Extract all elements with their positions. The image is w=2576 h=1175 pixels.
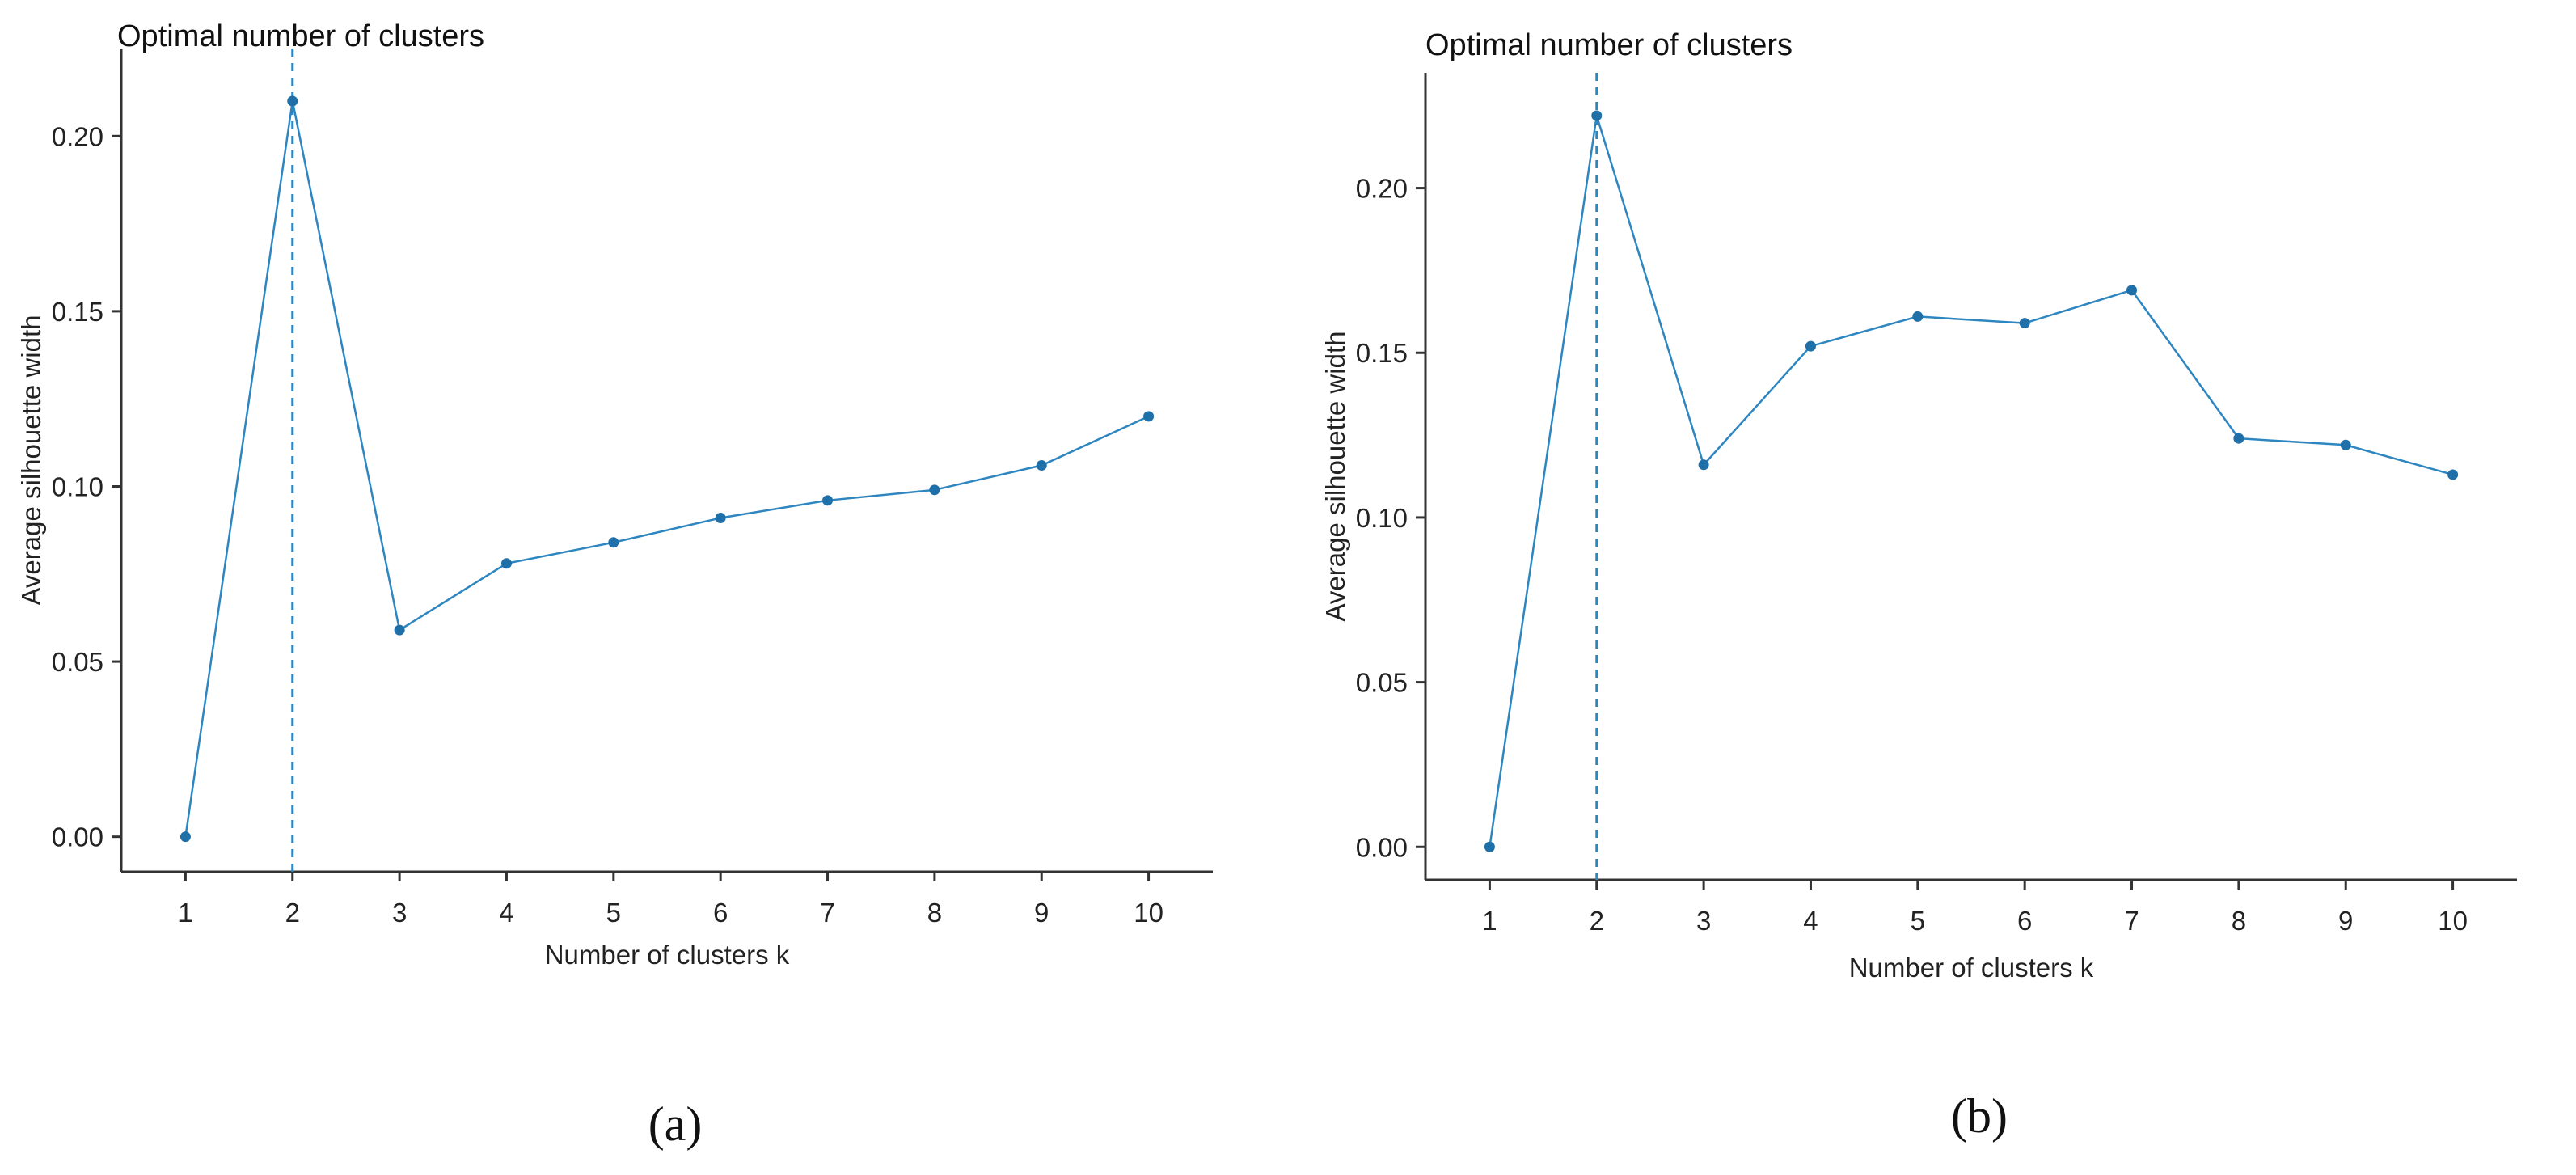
data-point: [394, 624, 405, 636]
x-tick-label: 9: [1034, 898, 1049, 928]
x-tick-label: 8: [2232, 906, 2246, 936]
y-tick-label: 0.05: [1356, 668, 1408, 698]
y-tick-label: 0.20: [1356, 174, 1408, 204]
data-point: [1912, 311, 1924, 322]
x-tick-label: 3: [392, 898, 407, 928]
chart-title: Optimal number of clusters: [117, 19, 484, 53]
x-tick-label: 8: [927, 898, 942, 928]
x-axis-label: Number of clusters k: [545, 940, 790, 970]
data-point: [715, 512, 726, 523]
y-axis-label: Average silhouette width: [16, 315, 46, 606]
data-point: [822, 495, 834, 506]
x-tick-label: 10: [1134, 898, 1163, 928]
y-tick-label: 0.00: [52, 822, 103, 852]
data-point: [929, 484, 940, 496]
data-point: [1143, 411, 1155, 422]
series-line: [1489, 115, 2453, 847]
x-tick-label: 2: [1590, 906, 1604, 936]
data-point: [2340, 439, 2351, 450]
x-tick-label: 3: [1696, 906, 1711, 936]
series-line: [184, 100, 1150, 837]
x-tick-label: 6: [2017, 906, 2032, 936]
x-tick-label: 9: [2338, 906, 2353, 936]
data-point: [2126, 285, 2138, 296]
y-tick-label: 0.10: [1356, 503, 1408, 533]
y-tick-label: 0.15: [1356, 338, 1408, 368]
panel-caption: (b): [1951, 1089, 2008, 1143]
x-tick-label: 4: [499, 898, 513, 928]
y-tick-label: 0.20: [52, 121, 103, 151]
data-point: [500, 558, 512, 569]
silhouette-chart-b: Optimal number of clusters 0.00 0.05 0.10 0.…: [1320, 28, 2517, 1143]
x-tick-label: 4: [1803, 906, 1818, 936]
silhouette-chart-a: Optimal number of clusters 0.00 0.05 0.10 0.…: [16, 19, 1213, 1151]
y-tick-label: 0.10: [52, 471, 103, 501]
data-point: [1484, 841, 1495, 852]
x-tick-label: 6: [713, 898, 728, 928]
chart-title: Optimal number of clusters: [1425, 28, 1793, 62]
y-axis-label: Average silhouette width: [1320, 332, 1350, 622]
x-tick-label: 5: [606, 898, 621, 928]
chart-panel-a: Optimal number of clusters 0.00 0.05 0.10 0.…: [16, 19, 1213, 1151]
x-tick-label: 2: [285, 898, 300, 928]
panel-caption: (a): [648, 1097, 703, 1151]
data-point: [2233, 433, 2244, 444]
chart-panel-b: Optimal number of clusters 0.00 0.05 0.10 0.…: [1288, 0, 2576, 1175]
data-point: [287, 95, 298, 107]
y-tick-label: 0.15: [52, 297, 103, 327]
data-point: [2019, 318, 2030, 329]
data-point: [608, 537, 619, 548]
y-tick-label: 0.00: [1356, 832, 1408, 862]
data-point: [179, 831, 191, 843]
x-tick-label: 7: [820, 898, 834, 928]
data-point: [1805, 340, 1816, 352]
data-point: [1698, 459, 1709, 471]
data-point: [1036, 459, 1047, 471]
x-tick-label: 1: [178, 898, 192, 928]
data-point: [1591, 110, 1603, 121]
x-tick-label: 7: [2124, 906, 2139, 936]
y-tick-label: 0.05: [52, 647, 103, 677]
data-point: [2447, 469, 2459, 480]
x-tick-label: 5: [1911, 906, 1925, 936]
x-axis-label: Number of clusters k: [1849, 953, 2094, 983]
x-tick-label: 1: [1482, 906, 1497, 936]
x-tick-label: 10: [2438, 906, 2468, 936]
